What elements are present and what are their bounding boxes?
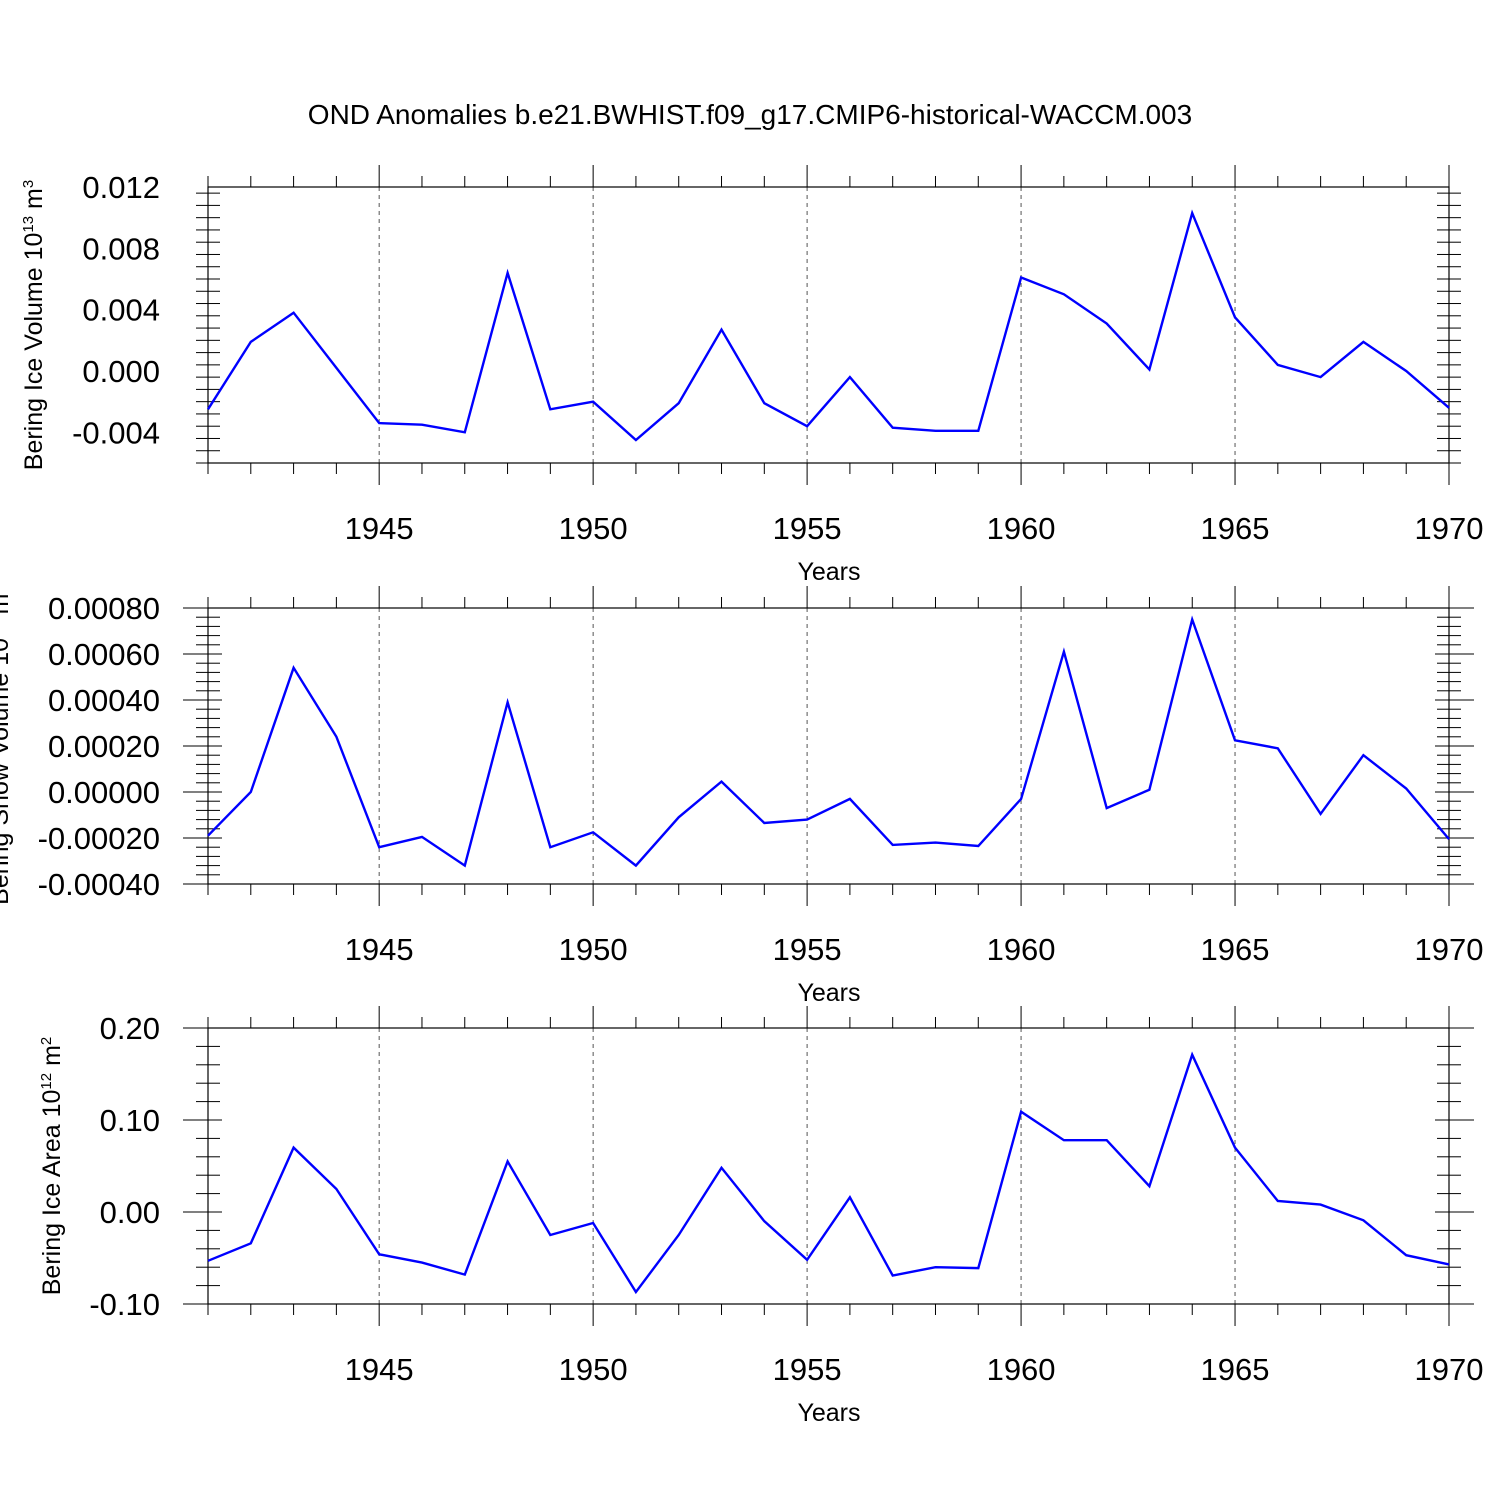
y-tick-label: 0.000 (82, 354, 160, 389)
y-axis-title-unit-exponent: 2 (38, 1037, 55, 1045)
y-axis-title-exponent: 13 (20, 216, 37, 233)
y-tick-label: 0.004 (82, 293, 160, 328)
plot-frame (207, 186, 1450, 464)
chart-panel-1: -0.004 0.000 0.004 0.008 0.012 1945 1950 1955 19… (20, 165, 1483, 586)
y-tick-label: 0.10 (100, 1103, 160, 1138)
x-tick-label: 1965 (1201, 511, 1270, 546)
y-tick-label: -0.10 (89, 1287, 160, 1322)
y-axis-title-text: Bering Ice Area 10 (38, 1090, 66, 1296)
x-tick-label: 1945 (345, 511, 414, 546)
chart-panel-3: -0.10 0.00 0.10 0.20 1945 1950 1955 1960 1965 197… (38, 1006, 1483, 1427)
figure-title: OND Anomalies b.e21.BWHIST.f09_g17.CMIP6… (308, 99, 1192, 130)
y-axis-title: Bering Snow Volume 1013 m3 (0, 585, 14, 905)
y-tick-label: 0.008 (82, 231, 160, 266)
series-line (206, 209, 1450, 442)
x-tick-label: 1950 (559, 511, 628, 546)
y-tick-label: 0.20 (100, 1011, 160, 1046)
x-tick-label: 1970 (1415, 932, 1484, 967)
x-axis-title: Years (797, 1399, 860, 1427)
chart-panel-2: -0.00040 -0.00020 0.00000 0.00020 0.00040 0.0… (0, 585, 1483, 1007)
y-axis-title-text: Bering Ice Volume 10 (20, 233, 48, 471)
panels: -0.004 0.000 0.004 0.008 0.012 1945 1950 1955 19… (0, 165, 1483, 1427)
y-tick-label: -0.004 (72, 415, 160, 450)
y-tick-label: 0.00020 (48, 729, 160, 764)
y-tick-label: 0.00000 (48, 775, 160, 810)
y-axis-title: Bering Ice Area 1012 m2 (38, 1037, 66, 1296)
x-tick-label: 1965 (1201, 932, 1270, 967)
y-axis-title-unit: m (0, 594, 14, 622)
x-tick-label: 1950 (559, 1352, 628, 1387)
y-axis-title-unit-exponent: 3 (0, 585, 3, 593)
y-axis-title-text: Bering Snow Volume 10 (0, 638, 14, 905)
y-axis-title-exponent: 13 (0, 621, 3, 638)
series-line (207, 615, 1450, 868)
x-tick-label: 1960 (987, 932, 1056, 967)
y-tick-label: 0.00080 (48, 591, 160, 626)
x-tick-label: 1955 (773, 932, 842, 967)
y-axis-title-unit-exponent: 3 (20, 180, 37, 188)
y-tick-label: 0.012 (82, 170, 160, 205)
x-tick-label: 1970 (1415, 511, 1484, 546)
y-axis-title-unit: m (38, 1045, 66, 1073)
y-tick-label: 0.00 (100, 1195, 160, 1230)
y-tick-label: 0.00060 (48, 637, 160, 672)
x-tick-label: 1945 (345, 1352, 414, 1387)
x-axis-title: Years (797, 979, 860, 1007)
x-axis-title: Years (797, 558, 860, 586)
x-tick-label: 1950 (559, 932, 628, 967)
x-tick-label: 1955 (773, 511, 842, 546)
y-tick-label: -0.00040 (38, 867, 160, 902)
y-axis-title: Bering Ice Volume 1013 m3 (20, 180, 48, 470)
x-tick-label: 1960 (987, 1352, 1056, 1387)
x-tick-label: 1960 (987, 511, 1056, 546)
x-tick-label: 1945 (345, 932, 414, 967)
x-tick-label: 1970 (1415, 1352, 1484, 1387)
y-tick-label: -0.00020 (38, 821, 160, 856)
series-line (207, 1051, 1450, 1295)
y-axis-title-exponent: 12 (38, 1073, 55, 1090)
plot-frame (207, 1027, 1450, 1305)
y-tick-label: 0.00040 (48, 683, 160, 718)
y-axis-title-unit: m (20, 188, 48, 216)
x-tick-label: 1955 (773, 1352, 842, 1387)
x-tick-label: 1965 (1201, 1352, 1270, 1387)
